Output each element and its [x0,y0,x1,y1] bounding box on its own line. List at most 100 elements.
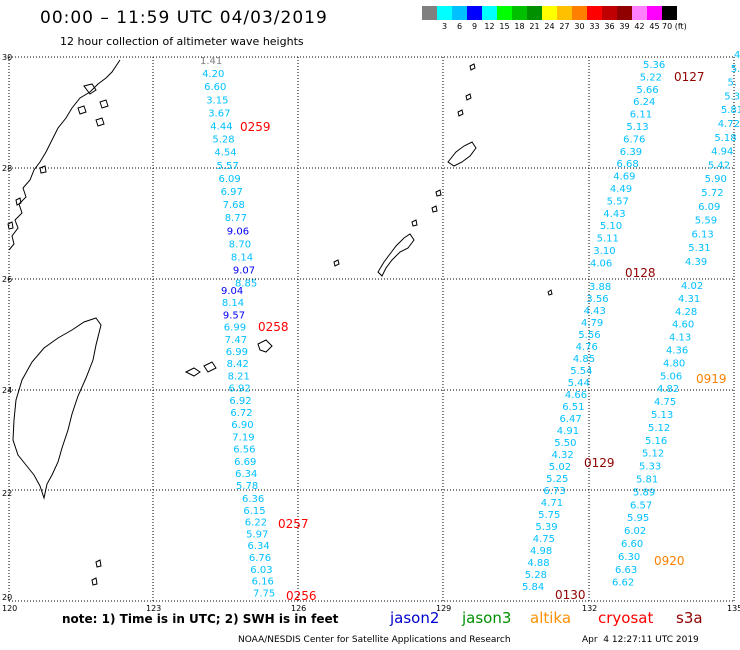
wave-height-value: 6.13 [692,229,714,240]
wave-height-value: 6.92 [229,396,251,407]
wave-height-value: 4.31 [678,294,700,305]
wave-height-value: 5.54 [570,366,592,377]
lat-label: 26 [2,275,12,284]
wave-height-value: 6.76 [623,134,645,145]
page-subtitle: 12 hour collection of altimeter wave hei… [60,35,304,48]
wave-height-value: 4.06 [590,258,612,269]
wave-height-value: 5.72 [701,188,723,199]
wave-height-value: 4.43 [584,306,606,317]
coastlines [7,59,553,586]
scale-swatch [557,6,572,20]
wave-height-value: 5.02 [549,462,571,473]
wave-height-value: 4.44 [210,122,232,133]
wave-height-value: 5.75 [538,510,560,521]
wave-height-value: 6.16 [252,577,274,588]
lon-label: 129 [436,604,451,613]
wave-height-value: 8.85 [235,279,257,290]
scale-label: 15 [499,22,510,31]
footer-note: note: 1) Time is in UTC; 2) SWH is in fe… [62,612,339,626]
wave-height-value: 5.95 [627,513,649,524]
lon-label: 123 [146,604,161,613]
wave-height-value: 5.66 [636,85,658,96]
wave-height-value: 5.57 [217,161,239,172]
graticule [8,56,735,602]
wave-height-value: 4.28 [675,307,697,318]
wave-height-value: 6.09 [219,174,241,185]
wave-height-value: 4 [734,50,740,61]
pass-time-label: 0919 [696,372,727,386]
wave-height-value: 5.50 [554,438,576,449]
color-scale-legend: 3 6 9 12 15 18 21 24 27 30 33 36 39 42 45 70 (ft) [422,6,692,31]
wave-height-value: 5.10 [600,221,622,232]
wave-height-value: 6.34 [248,541,270,552]
page-title: 00:00 – 11:59 UTC 04/03/2019 [40,8,328,28]
wave-height-value: 5. [731,64,740,75]
wave-height-value: 6.39 [620,147,642,158]
wave-height-value: 4.43 [603,209,625,220]
wave-height-value: 5.89 [633,487,655,498]
wave-height-value: 5.84 [522,582,544,593]
scale-swatch [497,6,512,20]
wave-height-value: 4.79 [581,318,603,329]
wave-height-value: 5.42 [708,160,730,171]
wave-height-value: 8.77 [225,213,247,224]
lat-label: 30 [2,53,12,62]
scale-label: 9 [471,22,478,31]
wave-height-value: 5.11 [597,234,619,245]
pass-time-label: 0129 [584,456,615,470]
credit-line: NOAA/NESDIS Center for Satellite Applica… [238,635,511,645]
scale-label: 42 [634,22,645,31]
wave-height-value: 6.47 [560,414,582,425]
wave-height-value: 3.56 [586,294,608,305]
scale-swatch [647,6,662,20]
daito-islands [91,259,553,586]
wave-height-value: 4.76 [576,342,598,353]
wave-height-value: 5.25 [546,474,568,485]
scale-label: 36 [604,22,615,31]
scale-label: 6 [456,22,463,31]
wave-height-value: 6.62 [612,578,634,589]
wave-height-value: 6.51 [562,402,584,413]
pass-time-label: 0127 [674,70,705,84]
scale-label: 18 [514,22,525,31]
yaeyama-islands [184,339,273,377]
scale-swatch [662,6,677,20]
zhoushan-islands [77,83,109,127]
wave-height-value: 8.14 [231,253,253,264]
scale-label: 12 [484,22,495,31]
scale-label: 33 [589,22,600,31]
wave-height-value: 5.44 [568,378,590,389]
scale-swatch [437,6,452,20]
tokara-islands [457,63,476,117]
wave-height-value: 5.78 [236,481,258,492]
wave-height-value: 4.36 [666,346,688,357]
satellite-altika: altika [530,609,572,627]
wave-height-value: 6.24 [633,97,655,108]
amami-islands [411,141,477,227]
lat-label: 24 [2,386,12,395]
wave-height-value: 4.94 [711,147,733,158]
lat-label: 20 [2,593,12,602]
scale-label: 45 [649,22,660,31]
color-scale-swatches [422,6,692,20]
wave-height-value: 5.59 [695,216,717,227]
wave-height-value: 8.14 [222,298,244,309]
china-coastline [8,59,121,251]
wave-height-value: 6.73 [543,486,565,497]
pass-time-label: 0259 [240,120,271,134]
wave-height-value: 6.69 [234,457,256,468]
wave-height-value: 4.88 [527,558,549,569]
wave-height-value: 6.97 [221,187,243,198]
wave-height-value: 5.12 [642,449,664,460]
scale-swatch [542,6,557,20]
wave-height-value: 4.32 [552,450,574,461]
scale-swatch [617,6,632,20]
wave-height-value: 6.11 [630,110,652,121]
lon-label: 126 [291,604,306,613]
wave-height-value: 5.31 [688,243,710,254]
wave-height-value: 5.33 [639,462,661,473]
wave-height-value: 4.49 [610,184,632,195]
wave-height-value: 6.90 [231,420,253,431]
scale-swatch [587,6,602,20]
